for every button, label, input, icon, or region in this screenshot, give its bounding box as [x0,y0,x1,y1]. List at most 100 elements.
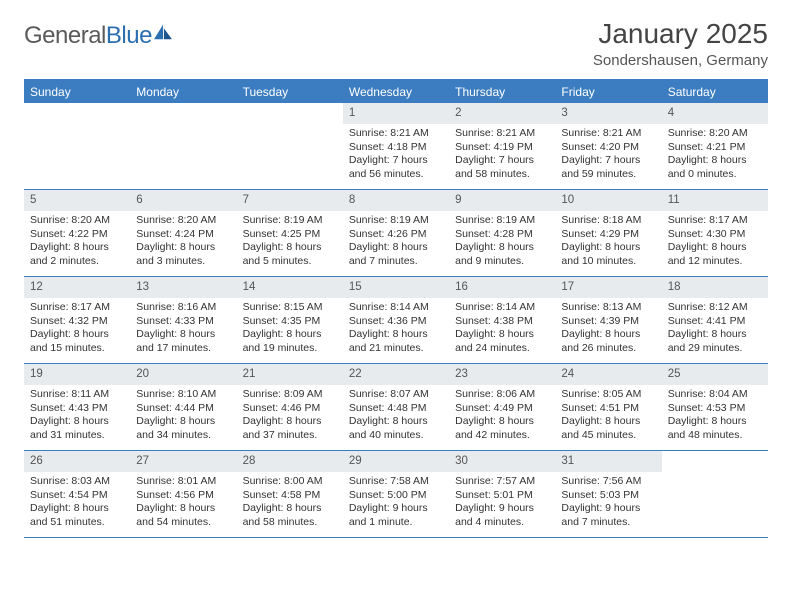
calendar-cell: 20Sunrise: 8:10 AMSunset: 4:44 PMDayligh… [130,364,236,450]
sunset-line: Sunset: 4:20 PM [561,141,655,155]
daylight-line: Daylight: 8 hours and 42 minutes. [455,415,549,442]
day-info: Sunrise: 8:06 AMSunset: 4:49 PMDaylight:… [449,385,555,449]
day-number [662,451,768,472]
sunset-line: Sunset: 4:21 PM [668,141,762,155]
brand-logo: GeneralBlue [24,22,174,50]
calendar-cell: 3Sunrise: 8:21 AMSunset: 4:20 PMDaylight… [555,103,661,189]
sunrise-line: Sunrise: 8:18 AM [561,214,655,228]
day-number: 27 [130,451,236,472]
day-number: 17 [555,277,661,298]
calendar: SundayMondayTuesdayWednesdayThursdayFrid… [24,79,768,538]
calendar-cell: 17Sunrise: 8:13 AMSunset: 4:39 PMDayligh… [555,277,661,363]
day-info: Sunrise: 8:21 AMSunset: 4:18 PMDaylight:… [343,124,449,188]
calendar-cell [24,103,130,189]
day-info: Sunrise: 8:19 AMSunset: 4:26 PMDaylight:… [343,211,449,275]
day-number: 7 [237,190,343,211]
day-number: 29 [343,451,449,472]
day-number: 8 [343,190,449,211]
calendar-cell: 6Sunrise: 8:20 AMSunset: 4:24 PMDaylight… [130,190,236,276]
sunset-line: Sunset: 4:26 PM [349,228,443,242]
sunrise-line: Sunrise: 8:16 AM [136,301,230,315]
calendar-cell [662,451,768,537]
daylight-line: Daylight: 9 hours and 7 minutes. [561,502,655,529]
sunrise-line: Sunrise: 8:01 AM [136,475,230,489]
sunset-line: Sunset: 5:01 PM [455,489,549,503]
calendar-cell [237,103,343,189]
daylight-line: Daylight: 8 hours and 51 minutes. [30,502,124,529]
day-info: Sunrise: 8:20 AMSunset: 4:24 PMDaylight:… [130,211,236,275]
sunrise-line: Sunrise: 7:56 AM [561,475,655,489]
sunrise-line: Sunrise: 8:03 AM [30,475,124,489]
calendar-cell: 28Sunrise: 8:00 AMSunset: 4:58 PMDayligh… [237,451,343,537]
sunset-line: Sunset: 4:22 PM [30,228,124,242]
daylight-line: Daylight: 8 hours and 58 minutes. [243,502,337,529]
daylight-line: Daylight: 8 hours and 3 minutes. [136,241,230,268]
day-number: 24 [555,364,661,385]
sunrise-line: Sunrise: 8:10 AM [136,388,230,402]
month-title: January 2025 [593,18,768,50]
daylight-line: Daylight: 8 hours and 7 minutes. [349,241,443,268]
calendar-cell: 11Sunrise: 8:17 AMSunset: 4:30 PMDayligh… [662,190,768,276]
sunset-line: Sunset: 5:03 PM [561,489,655,503]
day-info: Sunrise: 8:20 AMSunset: 4:21 PMDaylight:… [662,124,768,188]
weekday-header: Thursday [449,81,555,103]
calendar-week: 5Sunrise: 8:20 AMSunset: 4:22 PMDaylight… [24,190,768,277]
sunset-line: Sunset: 4:35 PM [243,315,337,329]
sunrise-line: Sunrise: 8:07 AM [349,388,443,402]
sunset-line: Sunset: 4:43 PM [30,402,124,416]
calendar-week: 26Sunrise: 8:03 AMSunset: 4:54 PMDayligh… [24,451,768,538]
day-info: Sunrise: 8:15 AMSunset: 4:35 PMDaylight:… [237,298,343,362]
calendar-cell: 14Sunrise: 8:15 AMSunset: 4:35 PMDayligh… [237,277,343,363]
day-info: Sunrise: 8:12 AMSunset: 4:41 PMDaylight:… [662,298,768,362]
day-number: 9 [449,190,555,211]
day-number: 15 [343,277,449,298]
sunrise-line: Sunrise: 8:09 AM [243,388,337,402]
sunset-line: Sunset: 4:48 PM [349,402,443,416]
sunrise-line: Sunrise: 8:20 AM [668,127,762,141]
sunrise-line: Sunrise: 8:00 AM [243,475,337,489]
sunrise-line: Sunrise: 8:15 AM [243,301,337,315]
weekday-header: Monday [130,81,236,103]
sunrise-line: Sunrise: 8:14 AM [349,301,443,315]
daylight-line: Daylight: 8 hours and 29 minutes. [668,328,762,355]
calendar-cell: 25Sunrise: 8:04 AMSunset: 4:53 PMDayligh… [662,364,768,450]
day-number: 25 [662,364,768,385]
day-info: Sunrise: 8:09 AMSunset: 4:46 PMDaylight:… [237,385,343,449]
calendar-cell: 15Sunrise: 8:14 AMSunset: 4:36 PMDayligh… [343,277,449,363]
sunrise-line: Sunrise: 8:11 AM [30,388,124,402]
daylight-line: Daylight: 8 hours and 5 minutes. [243,241,337,268]
sunset-line: Sunset: 4:25 PM [243,228,337,242]
day-number: 14 [237,277,343,298]
sunrise-line: Sunrise: 8:21 AM [455,127,549,141]
daylight-line: Daylight: 9 hours and 1 minute. [349,502,443,529]
day-info: Sunrise: 8:01 AMSunset: 4:56 PMDaylight:… [130,472,236,536]
brand-part1: General [24,22,106,49]
daylight-line: Daylight: 8 hours and 31 minutes. [30,415,124,442]
day-info: Sunrise: 8:17 AMSunset: 4:30 PMDaylight:… [662,211,768,275]
sunset-line: Sunset: 4:46 PM [243,402,337,416]
brand-part2: Blue [106,22,152,49]
calendar-cell: 24Sunrise: 8:05 AMSunset: 4:51 PMDayligh… [555,364,661,450]
sunrise-line: Sunrise: 7:58 AM [349,475,443,489]
day-number: 18 [662,277,768,298]
calendar-cell: 12Sunrise: 8:17 AMSunset: 4:32 PMDayligh… [24,277,130,363]
sunset-line: Sunset: 4:53 PM [668,402,762,416]
day-number: 22 [343,364,449,385]
day-info: Sunrise: 8:04 AMSunset: 4:53 PMDaylight:… [662,385,768,449]
sunset-line: Sunset: 4:30 PM [668,228,762,242]
sunset-line: Sunset: 4:38 PM [455,315,549,329]
calendar-cell: 21Sunrise: 8:09 AMSunset: 4:46 PMDayligh… [237,364,343,450]
sunrise-line: Sunrise: 8:17 AM [668,214,762,228]
title-block: January 2025 Sondershausen, Germany [593,18,768,69]
calendar-cell: 4Sunrise: 8:20 AMSunset: 4:21 PMDaylight… [662,103,768,189]
day-number: 2 [449,103,555,124]
calendar-cell: 30Sunrise: 7:57 AMSunset: 5:01 PMDayligh… [449,451,555,537]
day-info: Sunrise: 8:17 AMSunset: 4:32 PMDaylight:… [24,298,130,362]
day-number: 30 [449,451,555,472]
day-info: Sunrise: 8:14 AMSunset: 4:36 PMDaylight:… [343,298,449,362]
calendar-cell: 9Sunrise: 8:19 AMSunset: 4:28 PMDaylight… [449,190,555,276]
day-info: Sunrise: 8:20 AMSunset: 4:22 PMDaylight:… [24,211,130,275]
daylight-line: Daylight: 8 hours and 17 minutes. [136,328,230,355]
calendar-cell: 19Sunrise: 8:11 AMSunset: 4:43 PMDayligh… [24,364,130,450]
sunrise-line: Sunrise: 8:19 AM [349,214,443,228]
